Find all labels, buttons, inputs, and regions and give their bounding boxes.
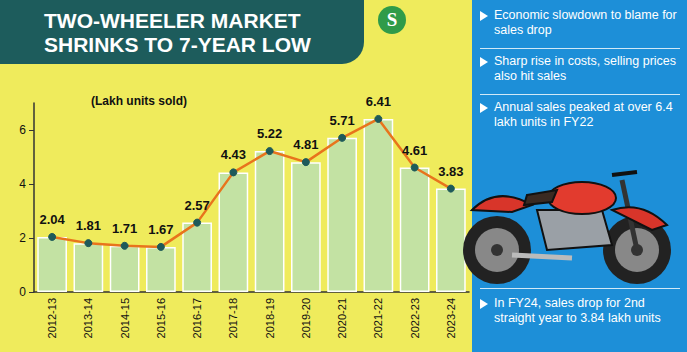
svg-text:0: 0 xyxy=(19,285,26,299)
svg-text:1.81: 1.81 xyxy=(76,218,101,233)
svg-text:5.71: 5.71 xyxy=(329,113,354,128)
svg-text:2016-17: 2016-17 xyxy=(191,298,203,338)
svg-text:2023-24: 2023-24 xyxy=(445,298,457,338)
html-text:Economic slowdown to blame for: Economic slowdown to blame for sales dro… xyxy=(494,8,677,37)
svg-text:1.71: 1.71 xyxy=(112,221,137,236)
svg-text:2022-23: 2022-23 xyxy=(409,298,421,338)
html-text:Sharp rise in costs, selling p: Sharp rise in costs, selling prices also… xyxy=(494,54,676,83)
svg-text:SHRINKS TO 7-YEAR LOW: SHRINKS TO 7-YEAR LOW xyxy=(44,33,311,56)
svg-text:2.57: 2.57 xyxy=(184,198,209,213)
svg-text:3.83: 3.83 xyxy=(438,164,463,179)
html-text:In FY24, sales drop for 2nd st: In FY24, sales drop for 2nd straight yea… xyxy=(494,296,661,325)
svg-text:4: 4 xyxy=(19,177,26,191)
svg-text:2015-16: 2015-16 xyxy=(155,298,167,338)
svg-text:TWO-WHEELER MARKET: TWO-WHEELER MARKET xyxy=(44,9,306,32)
svg-text:(Lakh units sold): (Lakh units sold) xyxy=(91,94,187,108)
svg-text:2014-15: 2014-15 xyxy=(119,298,131,338)
svg-text:5.22: 5.22 xyxy=(257,126,282,141)
svg-text:2013-14: 2013-14 xyxy=(82,298,94,338)
svg-text:2018-19: 2018-19 xyxy=(264,298,276,338)
svg-text:2019-20: 2019-20 xyxy=(300,298,312,338)
html-text:S: S xyxy=(386,9,398,30)
svg-text:2017-18: 2017-18 xyxy=(227,298,239,338)
svg-text:6.41: 6.41 xyxy=(366,94,391,109)
svg-text:4.61: 4.61 xyxy=(402,143,427,158)
html-text:Annual sales peaked at over 6.: Annual sales peaked at over 6.4 lakh uni… xyxy=(494,100,673,129)
svg-text:4.43: 4.43 xyxy=(221,147,246,162)
svg-text:1.67: 1.67 xyxy=(148,222,173,237)
svg-text:2020-21: 2020-21 xyxy=(336,298,348,338)
svg-text:2: 2 xyxy=(19,231,26,245)
svg-text:2021-22: 2021-22 xyxy=(372,298,384,338)
svg-text:2.04: 2.04 xyxy=(39,212,65,227)
svg-text:6: 6 xyxy=(19,123,26,137)
svg-text:4.81: 4.81 xyxy=(293,137,318,152)
svg-text:2012-13: 2012-13 xyxy=(46,298,58,338)
